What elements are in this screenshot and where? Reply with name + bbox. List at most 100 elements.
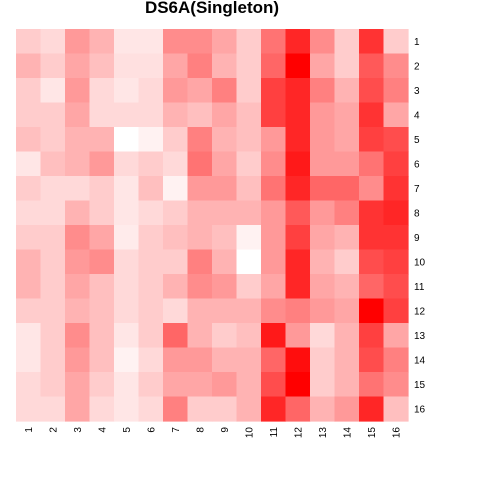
heatmap-cell xyxy=(138,298,164,324)
heatmap-cell xyxy=(16,298,42,324)
heatmap-cell xyxy=(187,323,213,349)
heatmap-cell xyxy=(310,347,336,373)
heatmap-cell xyxy=(236,78,262,104)
heatmap-cell xyxy=(163,176,189,202)
heatmap-cell xyxy=(187,53,213,79)
heatmap-cell xyxy=(261,249,287,275)
heatmap-cell xyxy=(212,151,238,177)
heatmap-cell xyxy=(334,396,360,422)
x-tick-label: 3 xyxy=(73,427,84,433)
heatmap-cell xyxy=(114,298,140,324)
heatmap-cell xyxy=(138,396,164,422)
heatmap-cell xyxy=(187,176,213,202)
heatmap-cell xyxy=(310,53,336,79)
heatmap-cell xyxy=(65,372,91,398)
heatmap-cell xyxy=(65,298,91,324)
heatmap-cell xyxy=(261,372,287,398)
heatmap-cell xyxy=(236,249,262,275)
heatmap-cell xyxy=(261,347,287,373)
heatmap-cell xyxy=(285,176,311,202)
heatmap-cell xyxy=(114,151,140,177)
heatmap-cell xyxy=(163,29,189,55)
heatmap-cell xyxy=(187,29,213,55)
heatmap-cell xyxy=(187,298,213,324)
heatmap-cell xyxy=(138,249,164,275)
heatmap-cell xyxy=(40,323,66,349)
heatmap-cell xyxy=(359,225,385,251)
heatmap-cell xyxy=(261,298,287,324)
heatmap-cell xyxy=(89,200,115,226)
heatmap-cell xyxy=(236,200,262,226)
heatmap-cell xyxy=(310,274,336,300)
heatmap-cell xyxy=(138,200,164,226)
heatmap-cell xyxy=(334,225,360,251)
heatmap-cell xyxy=(89,347,115,373)
heatmap-cell xyxy=(310,127,336,153)
heatmap-cell xyxy=(236,102,262,128)
heatmap-cell xyxy=(261,323,287,349)
heatmap-cell xyxy=(114,274,140,300)
heatmap-cell xyxy=(359,298,385,324)
heatmap-cell xyxy=(16,29,42,55)
y-tick-label: 11 xyxy=(414,282,425,293)
heatmap-cell xyxy=(261,78,287,104)
heatmap-cell xyxy=(310,29,336,55)
heatmap-cell xyxy=(138,372,164,398)
heatmap-cell xyxy=(310,176,336,202)
heatmap-cell xyxy=(65,78,91,104)
y-tick-label: 15 xyxy=(414,380,426,391)
heatmap-cell xyxy=(163,102,189,128)
heatmap-cell xyxy=(16,78,42,104)
heatmap-cell xyxy=(334,298,360,324)
heatmap-cell xyxy=(334,372,360,398)
heatmap-cell xyxy=(310,323,336,349)
x-tick-label: 12 xyxy=(293,427,304,439)
heatmap-cell xyxy=(65,225,91,251)
heatmap-cell xyxy=(212,372,238,398)
heatmap-cell xyxy=(236,127,262,153)
heatmap-cell xyxy=(40,298,66,324)
heatmap-cell xyxy=(89,29,115,55)
heatmap-cell xyxy=(40,249,66,275)
heatmap-cell xyxy=(40,78,66,104)
heatmap-cell xyxy=(359,323,385,349)
heatmap-cell xyxy=(285,29,311,55)
heatmap-cell xyxy=(285,225,311,251)
heatmap-cell xyxy=(285,298,311,324)
heatmap-cell xyxy=(212,347,238,373)
heatmap-cell xyxy=(334,176,360,202)
heatmap-cell xyxy=(359,102,385,128)
heatmap-cell xyxy=(89,127,115,153)
heatmap-cell xyxy=(261,396,287,422)
heatmap-cell xyxy=(212,274,238,300)
heatmap-cell xyxy=(16,176,42,202)
heatmap-cell xyxy=(359,127,385,153)
heatmap-cell xyxy=(114,53,140,79)
heatmap-cell xyxy=(138,225,164,251)
heatmap-cell xyxy=(163,78,189,104)
heatmap-cell xyxy=(163,53,189,79)
heatmap-cell xyxy=(310,102,336,128)
heatmap-cell xyxy=(285,323,311,349)
heatmap-cell xyxy=(16,127,42,153)
x-tick-label: 2 xyxy=(48,427,59,433)
heatmap-cell xyxy=(65,29,91,55)
heatmap-cell xyxy=(261,225,287,251)
heatmap-cell xyxy=(383,176,409,202)
x-tick-label: 4 xyxy=(97,427,108,433)
heatmap-cell xyxy=(359,29,385,55)
heatmap-cell xyxy=(114,396,140,422)
heatmap-cell xyxy=(89,249,115,275)
heatmap-cell xyxy=(187,102,213,128)
heatmap-cell xyxy=(163,347,189,373)
heatmap-cell xyxy=(187,127,213,153)
heatmap-cell xyxy=(163,323,189,349)
x-tick-label: 16 xyxy=(391,427,402,439)
heatmap-cell xyxy=(383,29,409,55)
heatmap-cell xyxy=(89,323,115,349)
heatmap-cell xyxy=(359,274,385,300)
heatmap-cell xyxy=(236,323,262,349)
heatmap-cell xyxy=(383,323,409,349)
heatmap-cell xyxy=(261,274,287,300)
